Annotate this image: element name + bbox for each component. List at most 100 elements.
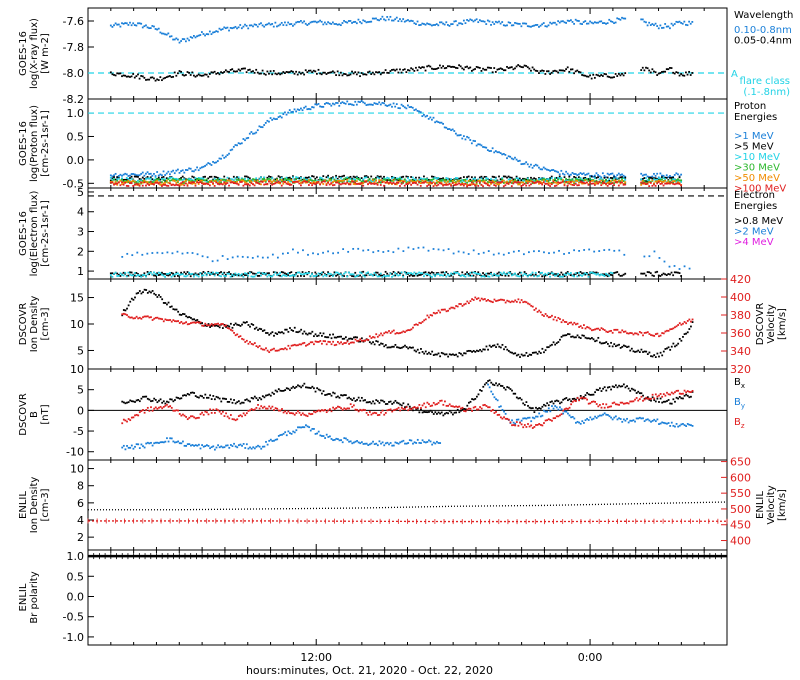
data-point — [589, 327, 592, 330]
data-point — [515, 181, 518, 184]
data-point — [181, 73, 184, 76]
data-point — [177, 72, 179, 75]
data-point — [269, 23, 272, 26]
data-point — [415, 176, 417, 179]
data-point — [677, 182, 679, 185]
data-point — [550, 181, 553, 184]
data-point — [641, 181, 644, 183]
data-point — [641, 174, 644, 177]
data-point — [154, 28, 157, 30]
data-point — [333, 178, 336, 181]
data-point — [186, 316, 189, 319]
data-point — [132, 173, 135, 175]
data-point — [487, 250, 490, 252]
data-point — [185, 394, 188, 397]
data-point — [309, 332, 312, 335]
data-point — [127, 24, 130, 26]
data-point — [220, 178, 222, 181]
data-point — [491, 21, 494, 24]
data-point — [351, 103, 353, 106]
data-point — [138, 290, 141, 292]
data-point — [517, 275, 520, 278]
data-point — [603, 22, 606, 24]
data-point — [520, 25, 523, 28]
data-point — [284, 347, 287, 350]
data-point — [681, 74, 684, 77]
data-point — [576, 184, 579, 187]
data-point — [431, 275, 433, 278]
data-point — [151, 290, 154, 292]
data-point — [177, 272, 179, 275]
data-point — [485, 23, 488, 25]
data-point — [646, 353, 649, 355]
data-point — [603, 329, 606, 331]
data-point — [237, 335, 240, 338]
data-point — [228, 327, 231, 330]
data-point — [167, 32, 170, 35]
data-point — [327, 176, 329, 179]
data-point — [279, 73, 282, 76]
data-point — [577, 184, 580, 187]
data-point — [474, 271, 476, 273]
data-point — [145, 79, 147, 81]
data-point — [236, 323, 239, 326]
data-point — [279, 348, 282, 351]
data-point — [525, 401, 528, 403]
data-point — [399, 177, 401, 180]
data-point — [498, 183, 500, 186]
data-point — [205, 180, 208, 183]
data-point — [210, 273, 213, 276]
data-point — [574, 272, 577, 275]
data-point — [588, 248, 591, 251]
data-point — [162, 183, 165, 186]
data-point — [448, 24, 451, 27]
data-point — [229, 181, 232, 184]
data-point — [619, 176, 622, 179]
data-point — [311, 20, 314, 23]
data-point — [142, 395, 144, 398]
data-point — [186, 184, 189, 187]
y-tick-label-right: 400 — [730, 291, 751, 304]
data-point — [643, 69, 646, 72]
data-point — [122, 309, 125, 311]
legend-entry: >50 MeV — [734, 173, 780, 184]
data-point — [196, 253, 199, 256]
data-point — [522, 177, 524, 180]
data-point — [400, 182, 403, 185]
data-point — [493, 344, 496, 347]
data-point — [391, 69, 393, 71]
data-point — [466, 19, 468, 21]
series-dscovr_density-black — [121, 288, 694, 359]
data-point — [303, 177, 306, 180]
data-point — [464, 352, 467, 355]
data-point — [244, 399, 247, 401]
data-point — [405, 175, 408, 178]
data-point — [467, 67, 470, 70]
data-point — [507, 300, 510, 303]
data-point — [130, 297, 133, 300]
data-point — [149, 271, 152, 274]
data-point — [528, 180, 531, 183]
data-point — [281, 347, 283, 350]
data-point — [200, 182, 203, 185]
y-tick-label: -7.6 — [63, 15, 84, 28]
data-point — [587, 183, 590, 186]
data-point — [691, 21, 694, 23]
data-point — [370, 73, 373, 75]
data-point — [221, 397, 224, 400]
data-point — [300, 275, 302, 277]
data-point — [287, 177, 290, 179]
data-point — [622, 17, 625, 20]
data-point — [208, 175, 211, 178]
data-point — [111, 272, 114, 275]
data-point — [392, 345, 395, 348]
data-point — [194, 178, 197, 180]
data-point — [536, 180, 539, 183]
data-point — [396, 346, 398, 349]
data-point — [240, 142, 243, 145]
data-point — [611, 274, 614, 277]
data-point — [477, 178, 480, 181]
data-point — [268, 351, 271, 354]
data-point — [542, 181, 545, 184]
data-point — [525, 184, 528, 187]
